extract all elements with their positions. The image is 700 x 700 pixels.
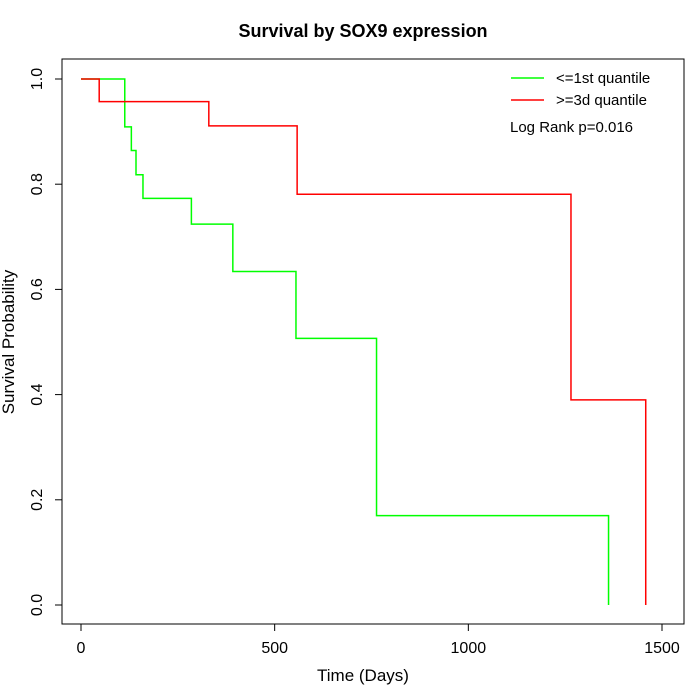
legend-label-0: <=1st quantile xyxy=(556,70,650,87)
log-rank-annotation: Log Rank p=0.016 xyxy=(510,119,633,136)
x-tick-label: 1500 xyxy=(644,640,680,657)
series-line-1 xyxy=(81,78,647,605)
legend-label-1: >=3d quantile xyxy=(556,92,647,109)
y-tick-label: 0.2 xyxy=(29,489,46,511)
x-axis-label: Time (Days) xyxy=(317,666,409,685)
y-tick-label: 0.4 xyxy=(29,383,46,405)
y-tick-label: 1.0 xyxy=(29,68,46,90)
y-axis-label: Survival Probability xyxy=(0,269,18,414)
y-tick-label: 0.8 xyxy=(29,173,46,195)
series-layer xyxy=(81,78,647,605)
series-line-0 xyxy=(81,78,610,605)
y-tick-label: 0.6 xyxy=(29,278,46,300)
chart-title: Survival by SOX9 expression xyxy=(238,21,487,41)
legend: <=1st quantile >=3d quantile xyxy=(511,70,650,109)
y-tick-label: 0.0 xyxy=(29,594,46,616)
x-tick-label: 1000 xyxy=(451,640,487,657)
y-axis: 0.0 0.2 0.4 0.6 0.8 1.0 xyxy=(29,68,63,616)
x-axis: 0 500 1000 1500 xyxy=(77,623,680,657)
plot-frame xyxy=(61,58,685,625)
x-tick-label: 0 xyxy=(77,640,86,657)
x-tick-label: 500 xyxy=(261,640,288,657)
